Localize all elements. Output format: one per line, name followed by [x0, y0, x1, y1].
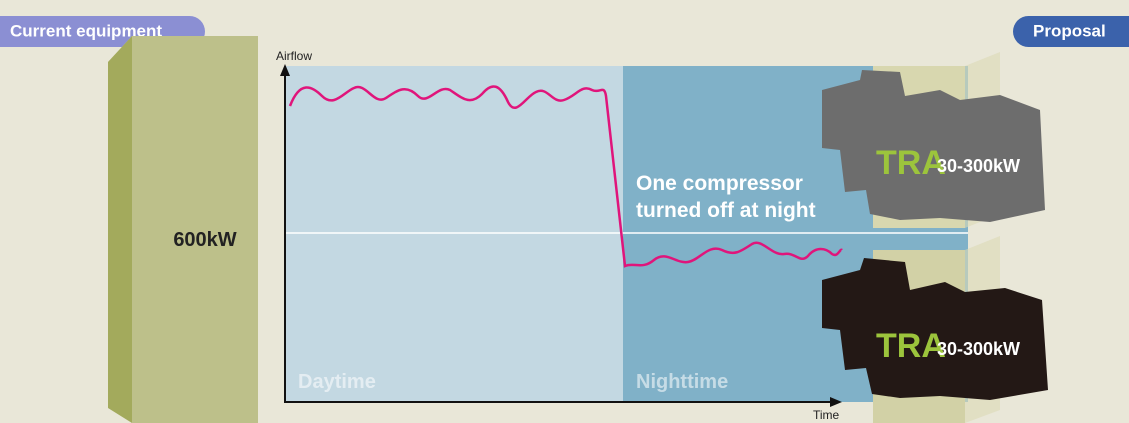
proposal-badge [1013, 16, 1129, 47]
compressor-silhouette [822, 258, 1048, 400]
annotation-line: turned off at night [636, 199, 816, 222]
box-front [132, 36, 258, 423]
unit-model: TRA [876, 144, 946, 182]
x-axis-label: Time [813, 408, 840, 422]
y-axis-label: Airflow [276, 49, 312, 63]
nighttime-label: Nighttime [636, 371, 728, 393]
daytime-region [285, 66, 623, 402]
box-side [108, 36, 132, 423]
airflow-curve [288, 85, 843, 268]
x-axis-arrow [830, 397, 842, 407]
unit-range: 30-300kW [937, 339, 1020, 359]
current-capacity: 600kW [173, 229, 236, 251]
y-axis-arrow [280, 64, 290, 76]
unit-range: 30-300kW [937, 156, 1020, 176]
proposal-badge-text: Proposal [1033, 21, 1106, 40]
daytime-label: Daytime [298, 371, 376, 393]
current-badge-text: Current equipment [10, 21, 162, 40]
annotation-line: One compressor [636, 172, 803, 195]
unit-model: TRA [876, 327, 946, 365]
compressor-silhouette [822, 70, 1045, 222]
